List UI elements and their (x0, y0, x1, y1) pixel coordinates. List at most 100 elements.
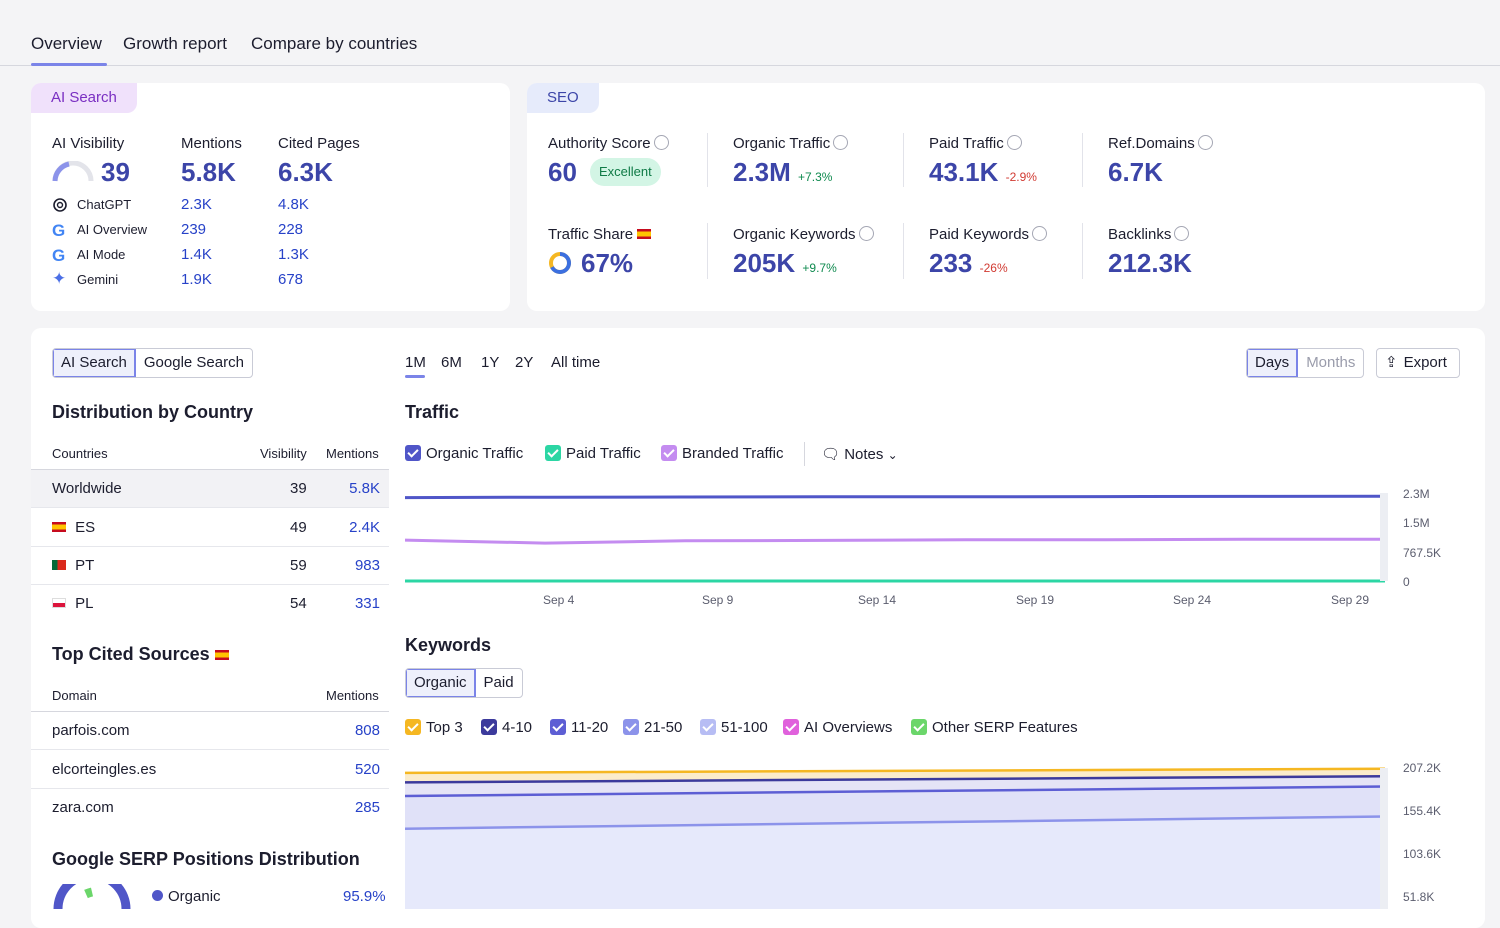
chevron-down-icon: ⌄ (887, 448, 898, 462)
chart-scroll-handle[interactable] (1380, 493, 1388, 581)
engine-cited[interactable]: 228 (278, 221, 304, 238)
y-tick: 1.5M (1403, 516, 1430, 530)
engine-mentions[interactable]: 2.3K (181, 196, 212, 213)
engine-cited[interactable]: 1.3K (278, 246, 309, 263)
organic-traffic-label: Organic Traffic (733, 135, 849, 152)
tab-overview[interactable]: Overview (31, 34, 102, 53)
legend-51-100[interactable]: 51-100 (700, 719, 768, 736)
checkbox-icon[interactable] (405, 445, 421, 461)
checkbox-icon[interactable] (550, 719, 566, 735)
backlinks-value[interactable]: 212.3K (1108, 248, 1192, 278)
country-name: ES (75, 519, 96, 536)
legend-paid-traffic[interactable]: Paid Traffic (545, 445, 641, 462)
checkbox-icon[interactable] (623, 719, 639, 735)
y-tick: 0 (1403, 575, 1410, 589)
country-name: Worldwide (52, 480, 122, 497)
info-icon[interactable] (1032, 226, 1048, 241)
engine-cited[interactable]: 678 (278, 271, 304, 288)
checkbox-icon[interactable] (481, 719, 497, 735)
country-mentions[interactable]: 2.4K (349, 519, 380, 536)
toggle-google-search[interactable]: Google Search (143, 354, 244, 371)
tab-growth-report[interactable]: Growth report (123, 34, 227, 53)
checkbox-icon[interactable] (911, 719, 927, 735)
source-mentions[interactable]: 808 (354, 722, 380, 739)
info-icon[interactable] (653, 135, 669, 150)
table-row[interactable]: PT 59 983 (31, 547, 389, 585)
period-all-time[interactable]: All time (551, 354, 601, 371)
country-name: PL (75, 595, 94, 612)
country-mentions[interactable]: 331 (354, 595, 380, 612)
table-row[interactable]: PL 54 331 (31, 585, 389, 623)
ai-search-card: AI Search AI Visibility 39 Mentions 5.8K… (31, 83, 510, 311)
paid-traffic-value[interactable]: 43.1K -2.9% (929, 157, 1037, 187)
info-icon[interactable] (1174, 226, 1190, 241)
series-line-branded-traffic (405, 537, 1385, 545)
legend-branded-traffic[interactable]: Branded Traffic (661, 445, 783, 462)
chart-scroll-handle[interactable] (1380, 768, 1388, 909)
period-1m[interactable]: 1M (405, 354, 426, 371)
google-icon: G (52, 246, 66, 265)
organic-dot-icon (152, 890, 163, 901)
spain-flag-icon (214, 650, 229, 660)
tab-compare-by-countries[interactable]: Compare by countries (251, 34, 418, 53)
info-icon[interactable] (1006, 135, 1022, 150)
legend-21-50[interactable]: 21-50 (623, 719, 682, 736)
engine-mentions[interactable]: 239 (181, 221, 207, 238)
source-domain[interactable]: zara.com (52, 799, 114, 816)
divider (1082, 133, 1083, 187)
col-mentions: Mentions (326, 446, 379, 461)
legend-organic-traffic[interactable]: Organic Traffic (405, 445, 523, 462)
toggle-paid[interactable]: Paid (483, 674, 514, 691)
period-6m[interactable]: 6M (441, 354, 462, 371)
checkbox-icon[interactable] (545, 445, 561, 461)
country-mentions[interactable]: 5.8K (349, 480, 380, 497)
engine-mentions[interactable]: 1.9K (181, 271, 212, 288)
organic-keywords-value[interactable]: 205K +9.7% (733, 248, 837, 278)
active-period-indicator (405, 375, 425, 378)
period-1y[interactable]: 1Y (481, 354, 500, 371)
notes-dropdown[interactable]: 🗨 Notes ⌄ (821, 446, 898, 463)
table-row[interactable]: zara.com 285 (31, 789, 389, 827)
legend-ai-overviews[interactable]: AI Overviews (783, 719, 892, 736)
checkbox-icon[interactable] (661, 445, 677, 461)
table-row[interactable]: ES 49 2.4K (31, 509, 389, 547)
cited-pages-value: 6.3K (278, 157, 333, 187)
source-domain[interactable]: parfois.com (52, 722, 130, 739)
info-icon[interactable] (1197, 135, 1213, 150)
granularity-days[interactable]: Days (1247, 349, 1299, 377)
country-name: PT (75, 557, 95, 574)
authority-score-label: Authority Score (548, 135, 669, 152)
source-domain[interactable]: elcorteingles.es (52, 761, 157, 778)
organic-traffic-value[interactable]: 2.3M +7.3% (733, 157, 833, 187)
country-mentions[interactable]: 983 (354, 557, 380, 574)
traffic-title: Traffic (405, 402, 460, 422)
legend-11-20[interactable]: 11-20 (550, 719, 608, 736)
checkbox-icon[interactable] (700, 719, 716, 735)
legend-other-serp-features[interactable]: Other SERP Features (911, 719, 1078, 736)
toggle-organic[interactable]: Organic (406, 669, 476, 697)
checkbox-icon[interactable] (405, 719, 421, 735)
granularity-toggle: Days Months (1246, 348, 1365, 378)
legend-top-3[interactable]: Top 3 (405, 719, 463, 736)
y-tick: 2.3M (1403, 487, 1430, 501)
ref-domains-value[interactable]: 6.7K (1108, 157, 1163, 187)
period-2y[interactable]: 2Y (515, 354, 534, 371)
table-row[interactable]: elcorteingles.es 520 (31, 751, 389, 789)
granularity-months[interactable]: Months (1306, 354, 1356, 371)
engine-name: Gemini (77, 272, 119, 287)
export-button[interactable]: ⇪ Export (1376, 348, 1460, 378)
paid-keywords-value[interactable]: 233 -26% (929, 248, 1008, 278)
spain-flag-icon (52, 522, 66, 532)
engine-mentions[interactable]: 1.4K (181, 246, 212, 263)
source-mentions[interactable]: 285 (354, 799, 380, 816)
table-row[interactable]: parfois.com 808 (31, 712, 389, 750)
info-icon[interactable] (833, 135, 849, 150)
engine-cited[interactable]: 4.8K (278, 196, 309, 213)
legend-4-10[interactable]: 4-10 (481, 719, 532, 736)
toggle-ai-search[interactable]: AI Search (53, 349, 136, 377)
x-tick: Sep 4 (543, 593, 575, 607)
table-row[interactable]: Worldwide 39 5.8K (31, 470, 389, 508)
info-icon[interactable] (858, 226, 874, 241)
checkbox-icon[interactable] (783, 719, 799, 735)
source-mentions[interactable]: 520 (354, 761, 380, 778)
